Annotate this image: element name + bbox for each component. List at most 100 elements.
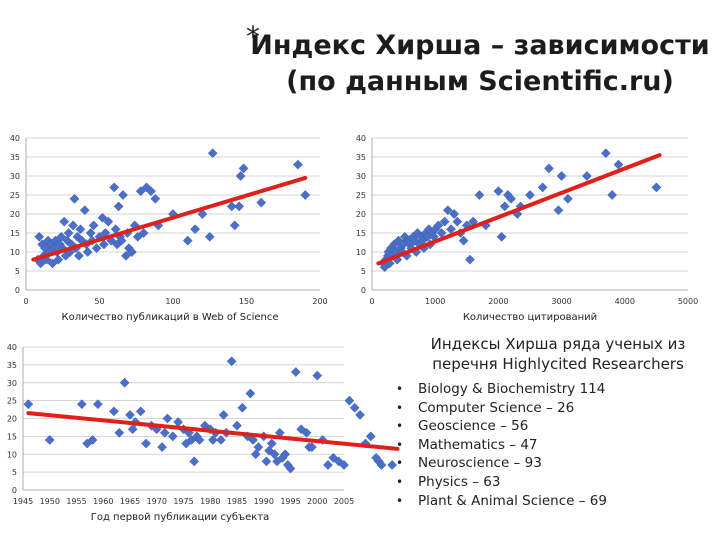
data-point <box>194 435 205 445</box>
data-point <box>452 216 463 227</box>
data-point <box>232 420 242 431</box>
y-tick-label: 20 <box>356 210 366 219</box>
data-point <box>266 438 277 449</box>
data-point <box>138 228 149 238</box>
data-point <box>59 216 70 227</box>
data-point <box>248 435 258 445</box>
slide-title-line1: Индекс Хирша – зависимости <box>250 30 710 61</box>
data-point <box>113 201 124 212</box>
data-point <box>44 435 55 445</box>
y-tick-label: 35 <box>356 153 366 162</box>
data-point <box>525 190 535 200</box>
y-tick-label: 35 <box>10 153 20 162</box>
data-point <box>127 424 138 435</box>
y-tick-label: 40 <box>10 134 20 143</box>
x-tick-label: 1970 <box>147 497 167 506</box>
y-tick-label: 30 <box>356 172 366 181</box>
data-point <box>135 186 146 197</box>
y-tick-label: 5 <box>361 267 366 276</box>
data-point <box>360 438 371 449</box>
data-point <box>114 427 125 438</box>
data-point <box>651 182 662 193</box>
x-tick-label: 1960 <box>93 497 113 506</box>
data-point <box>563 193 573 204</box>
highlycited-title-line2: перечня Highlycited Researchers <box>432 355 684 373</box>
data-point <box>91 243 102 254</box>
data-point <box>245 388 256 399</box>
data-point <box>553 205 564 216</box>
data-point <box>121 250 131 261</box>
data-point <box>339 460 349 470</box>
y-tick-label: 20 <box>10 210 20 219</box>
data-point <box>119 377 130 388</box>
data-point <box>556 171 567 181</box>
data-point <box>150 193 161 204</box>
list-item: Physics – 63 <box>396 473 706 492</box>
x-axis-label: Количество цитирований <box>463 312 597 323</box>
data-point <box>493 186 504 197</box>
y-tick-label: 25 <box>7 397 17 406</box>
data-point <box>261 456 272 467</box>
y-tick-label: 30 <box>7 379 17 388</box>
data-point <box>97 212 108 223</box>
list-item: Computer Science – 26 <box>396 399 706 418</box>
highlycited-list: Biology & Biochemistry 114 Computer Scie… <box>396 380 706 510</box>
data-point <box>99 239 109 250</box>
data-point <box>204 231 215 242</box>
data-point <box>600 148 611 159</box>
x-tick-label: 1945 <box>13 497 33 506</box>
data-point <box>333 456 344 467</box>
data-point <box>132 231 143 242</box>
data-point <box>285 463 296 474</box>
list-item: Mathematics – 47 <box>396 436 706 455</box>
data-point <box>118 190 128 200</box>
data-point <box>439 216 450 227</box>
x-tick-label: 1955 <box>66 497 86 506</box>
data-point <box>126 247 137 257</box>
data-point <box>237 402 248 413</box>
data-point <box>465 254 475 265</box>
x-tick-label: 0 <box>369 297 374 306</box>
x-tick-label: 4000 <box>615 297 635 306</box>
highlycited-title: Индексы Хирша ряда ученых из перечня Hig… <box>410 334 706 374</box>
data-point <box>344 395 355 406</box>
x-tick-label: 100 <box>165 297 180 306</box>
chart-publications: 0 5 10 15 20 25 30 35 40 0 50 100 150 200 Количество п… <box>10 134 328 323</box>
data-point <box>23 399 34 410</box>
data-point <box>607 190 618 200</box>
list-item: Geoscience – 56 <box>396 417 706 436</box>
data-point <box>216 435 226 445</box>
data-point <box>208 435 218 445</box>
data-point <box>355 410 365 420</box>
x-tick-label: 5000 <box>678 297 698 306</box>
x-tick-label: 1000 <box>425 297 445 306</box>
y-tick-label: 5 <box>12 468 17 477</box>
x-tick-label: 1995 <box>280 497 300 506</box>
data-point <box>458 235 469 246</box>
data-point <box>53 254 64 265</box>
data-point <box>167 431 178 442</box>
data-point <box>506 193 516 204</box>
data-point <box>56 231 67 242</box>
y-tick-label: 25 <box>10 191 20 200</box>
data-point <box>256 197 267 208</box>
y-tick-label: 10 <box>356 248 366 257</box>
x-axis-label: Количество публикаций в Web of Science <box>62 312 279 323</box>
data-point <box>125 410 135 420</box>
data-point <box>312 370 323 381</box>
data-point <box>300 190 311 200</box>
data-point <box>157 442 167 452</box>
y-tick-label: 40 <box>7 343 17 352</box>
data-point <box>328 452 339 463</box>
y-tick-label: 25 <box>356 191 366 200</box>
data-point <box>34 231 45 242</box>
x-axis-label: Год первой публикации субъекта <box>91 512 270 523</box>
chart-citations: 0 5 10 15 20 25 30 35 40 0 1000 2000 3000 4000 5000 Кол… <box>356 134 698 323</box>
data-point <box>433 220 444 231</box>
data-point <box>293 159 303 170</box>
data-point <box>103 216 114 227</box>
x-tick-label: 3000 <box>551 297 571 306</box>
y-tick-label: 40 <box>356 134 366 143</box>
data-point <box>207 148 218 159</box>
y-tick-label: 20 <box>7 415 17 424</box>
